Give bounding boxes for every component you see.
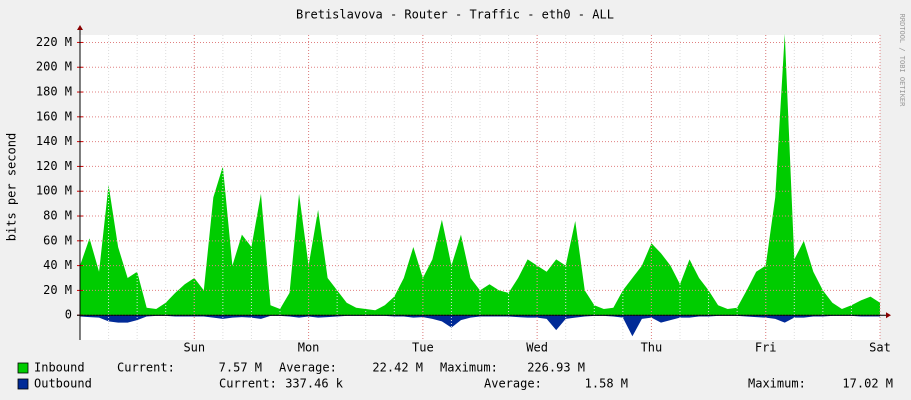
legend-stat-value: 226.93 M xyxy=(527,361,585,375)
legend-stat-label: Average: xyxy=(279,361,337,375)
x-tick-label: Wed xyxy=(526,341,548,355)
y-tick-label: 220 M xyxy=(36,35,72,49)
axis-arrow xyxy=(77,25,83,30)
legend-stat-label: Average: xyxy=(484,377,542,391)
legend-label: Inbound xyxy=(34,361,85,375)
y-tick-label: 200 M xyxy=(36,60,72,74)
y-tick-label: 40 M xyxy=(43,258,72,272)
legend-stat-label: Maximum: xyxy=(440,361,498,375)
x-tick-label: Sat xyxy=(869,341,891,355)
area xyxy=(80,33,880,316)
legend-stat-label: Maximum: xyxy=(748,377,806,391)
axis-arrow xyxy=(886,312,891,319)
legend-label: Outbound xyxy=(34,377,92,391)
y-tick-label: 20 M xyxy=(43,283,72,297)
side-text: RRDTOOL / TOBI OETIKER xyxy=(898,14,906,108)
area xyxy=(80,315,880,337)
y-tick-label: 80 M xyxy=(43,209,72,223)
y-tick-label: 140 M xyxy=(36,134,72,148)
legend-stat-label: Current: xyxy=(219,377,277,391)
y-tick-label: 160 M xyxy=(36,109,72,123)
y-axis-label: bits per second xyxy=(5,133,19,241)
legend-swatch xyxy=(17,378,29,390)
legend-stat-value: 17.02 M xyxy=(842,377,893,391)
x-tick-label: Mon xyxy=(298,341,320,355)
y-tick-label: 0 xyxy=(65,308,72,322)
legend-swatch xyxy=(17,362,29,374)
legend-stat-value: 1.58 M xyxy=(585,377,628,391)
chart-title: Bretislavova - Router - Traffic - eth0 -… xyxy=(296,8,614,22)
x-tick-label: Tue xyxy=(412,341,434,355)
y-tick-label: 100 M xyxy=(36,184,72,198)
y-tick-label: 180 M xyxy=(36,85,72,99)
x-tick-label: Fri xyxy=(755,341,777,355)
x-tick-label: Sun xyxy=(183,341,205,355)
legend-stat-value: 337.46 k xyxy=(285,377,344,391)
y-tick-label: 60 M xyxy=(43,233,72,247)
legend-stat-label: Current: xyxy=(117,361,175,375)
y-tick-label: 120 M xyxy=(36,159,72,173)
x-tick-label: Thu xyxy=(641,341,663,355)
legend-stat-value: 7.57 M xyxy=(219,361,262,375)
legend-stat-value: 22.42 M xyxy=(372,361,423,375)
